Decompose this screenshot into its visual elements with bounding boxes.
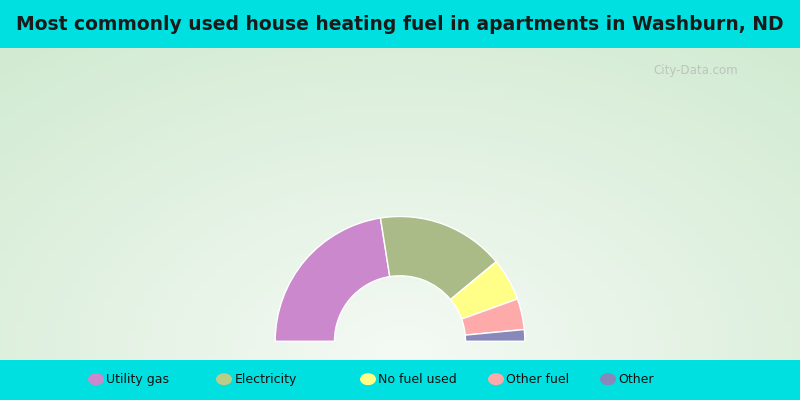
Text: Most commonly used house heating fuel in apartments in Washburn, ND: Most commonly used house heating fuel in…: [16, 14, 784, 34]
Wedge shape: [275, 218, 390, 341]
Wedge shape: [381, 216, 496, 300]
Wedge shape: [450, 262, 518, 319]
Text: Utility gas: Utility gas: [106, 373, 170, 386]
Wedge shape: [466, 330, 525, 341]
Text: Other: Other: [618, 373, 654, 386]
Text: Other fuel: Other fuel: [506, 373, 570, 386]
Wedge shape: [462, 299, 524, 335]
Text: No fuel used: No fuel used: [378, 373, 457, 386]
Text: City-Data.com: City-Data.com: [654, 64, 738, 77]
Text: Electricity: Electricity: [234, 373, 297, 386]
